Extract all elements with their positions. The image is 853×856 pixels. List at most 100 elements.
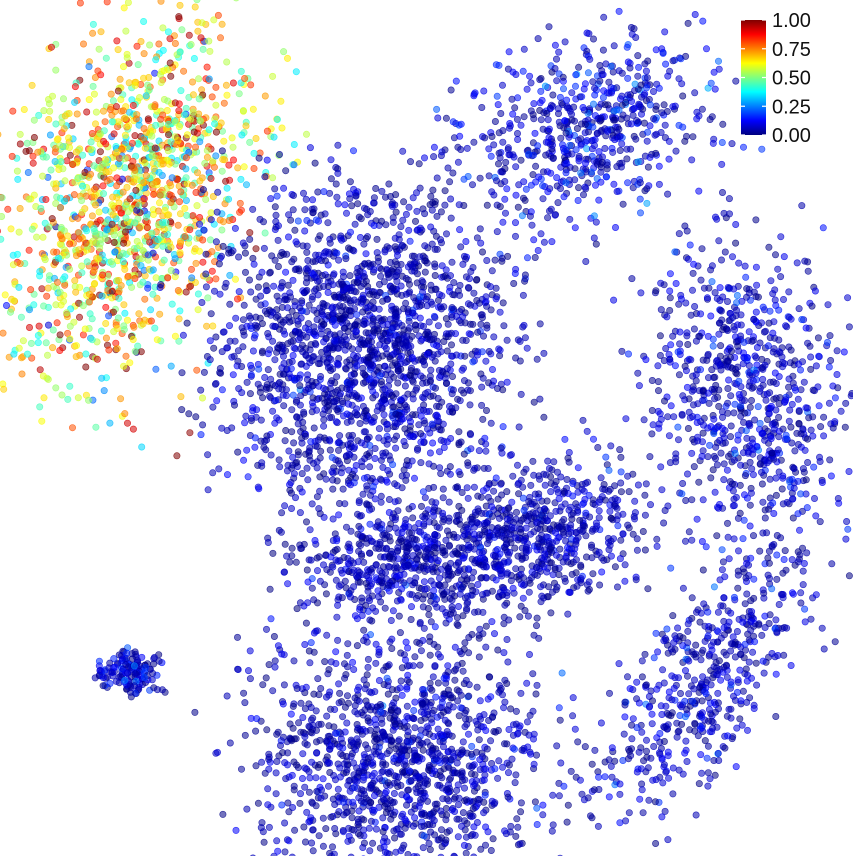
scatter-point (474, 580, 482, 588)
scatter-point (16, 205, 24, 213)
scatter-point (577, 169, 585, 177)
scatter-point (249, 254, 257, 262)
scatter-point (175, 107, 183, 115)
scatter-point (46, 107, 54, 115)
scatter-point (314, 436, 322, 444)
scatter-point (82, 363, 90, 371)
scatter-point (284, 340, 292, 348)
scatter-point (456, 291, 464, 299)
scatter-point (83, 258, 91, 266)
scatter-point (592, 218, 600, 226)
scatter-point (309, 209, 317, 217)
scatter-point (230, 156, 238, 164)
scatter-point (661, 28, 669, 36)
scatter-point (547, 609, 555, 617)
scatter-point (270, 282, 278, 290)
scatter-point (374, 402, 382, 410)
scatter-point (417, 301, 425, 309)
scatter-point (465, 330, 473, 338)
scatter-point (391, 516, 399, 524)
scatter-point (531, 129, 539, 137)
scatter-point (286, 558, 294, 566)
scatter-point (212, 83, 220, 91)
scatter-point (183, 319, 191, 327)
scatter-point (298, 360, 306, 368)
scatter-point (451, 548, 459, 556)
scatter-point (375, 363, 383, 371)
scatter-point (551, 565, 559, 573)
scatter-point (420, 578, 428, 586)
scatter-point (346, 481, 354, 489)
scatter-point (406, 432, 414, 440)
scatter-point (103, 177, 111, 185)
scatter-point (457, 243, 465, 251)
scatter-point (597, 474, 605, 482)
scatter-point (459, 313, 467, 321)
scatter-point (250, 260, 258, 268)
scatter-point (334, 169, 342, 177)
scatter-point (391, 419, 399, 427)
scatter-point (309, 293, 317, 301)
scatter-point (206, 356, 214, 364)
scatter-point (644, 585, 652, 593)
scatter-point (634, 481, 642, 489)
scatter-point (624, 472, 632, 480)
scatter-point (155, 40, 163, 48)
scatter-point (291, 226, 299, 234)
scatter-point (348, 431, 356, 439)
scatter-point (465, 565, 473, 573)
scatter-point (397, 223, 405, 231)
scatter-point (550, 458, 558, 466)
scatter-point (408, 267, 416, 275)
scatter-point (383, 420, 391, 428)
scatter-point (246, 390, 254, 398)
scatter-point (229, 371, 237, 379)
scatter-point (615, 125, 623, 133)
scatter-point (503, 515, 511, 523)
scatter-point (569, 492, 577, 500)
scatter-point (654, 407, 662, 415)
scatter-point (661, 506, 669, 514)
scatter-point (426, 429, 434, 437)
scatter-point (298, 470, 306, 478)
scatter-point (595, 114, 603, 122)
scatter-point (333, 193, 341, 201)
scatter-point (406, 237, 414, 245)
scatter-point (436, 464, 444, 472)
scatter-point (386, 355, 394, 363)
scatter-point (303, 217, 311, 225)
scatter-point (227, 249, 235, 257)
scatter-point (208, 248, 216, 256)
scatter-point (113, 37, 121, 45)
scatter-point (544, 593, 552, 601)
scatter-point (488, 188, 496, 196)
scatter-point (515, 423, 523, 431)
scatter-point (272, 396, 280, 404)
scatter-point (275, 385, 283, 393)
scatter-point (366, 290, 374, 298)
scatter-point (193, 366, 201, 374)
scatter-point (142, 92, 150, 100)
scatter-point (126, 195, 134, 203)
scatter-point (361, 454, 369, 462)
scatter-point (17, 354, 25, 362)
scatter-point (197, 386, 205, 394)
scatter-point (417, 459, 425, 467)
scatter-point (641, 491, 649, 499)
scatter-point (462, 336, 470, 344)
scatter-point (157, 0, 165, 5)
scatter-point (571, 82, 579, 90)
scatter-point (338, 464, 346, 472)
scatter-point (109, 308, 117, 316)
scatter-point (636, 179, 644, 187)
scatter-point (175, 13, 183, 21)
scatter-point (133, 42, 141, 50)
scatter-point (607, 514, 615, 522)
scatter-point (562, 146, 570, 154)
scatter-point (536, 76, 544, 84)
scatter-point (202, 283, 210, 291)
scatter-point (107, 90, 115, 98)
scatter-point (572, 71, 580, 79)
scatter-point (631, 80, 639, 88)
scatter-point (629, 530, 637, 538)
